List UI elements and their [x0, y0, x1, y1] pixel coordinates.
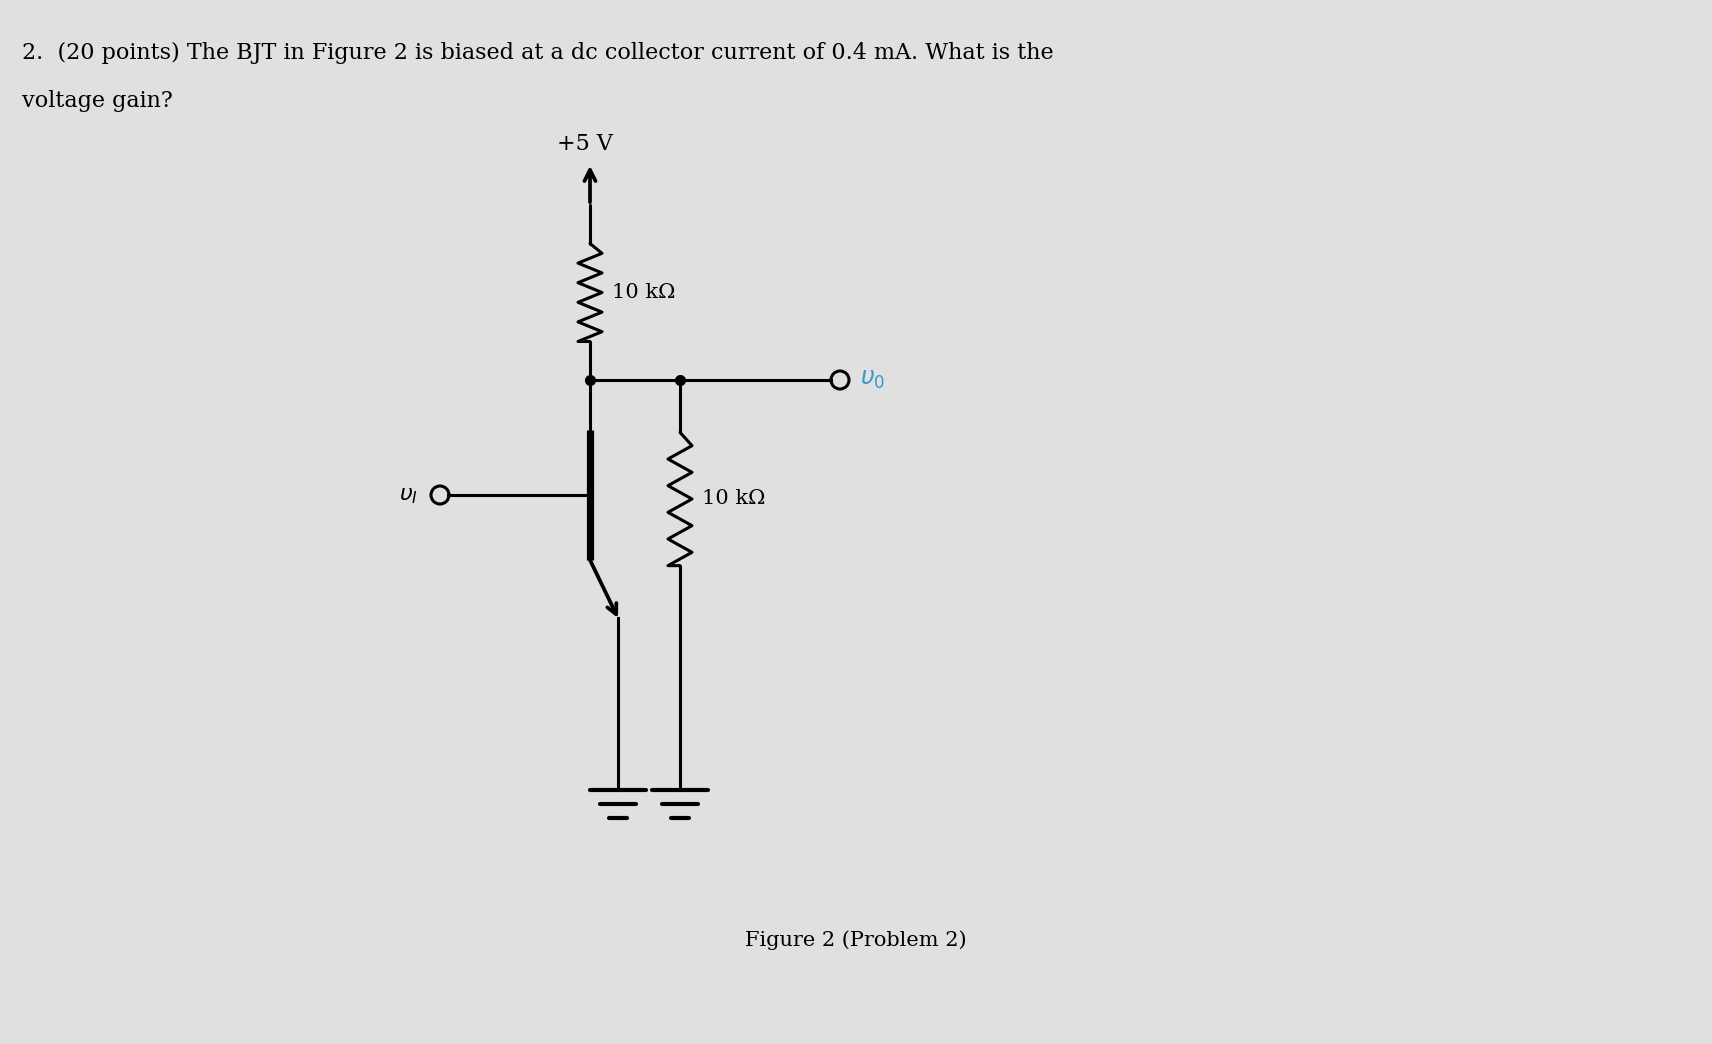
Text: $\upsilon_0$: $\upsilon_0$ [859, 369, 885, 392]
Text: voltage gain?: voltage gain? [22, 90, 173, 112]
Text: 2.  (20 points) The BJT in Figure 2 is biased at a dc collector current of 0.4 m: 2. (20 points) The BJT in Figure 2 is bi… [22, 42, 1053, 64]
Text: +5 V: +5 V [556, 133, 613, 155]
Text: 10 kΩ: 10 kΩ [702, 490, 765, 508]
Text: Figure 2 (Problem 2): Figure 2 (Problem 2) [745, 930, 967, 950]
Text: 10 kΩ: 10 kΩ [611, 283, 675, 302]
Text: $\upsilon_I$: $\upsilon_I$ [399, 484, 418, 506]
